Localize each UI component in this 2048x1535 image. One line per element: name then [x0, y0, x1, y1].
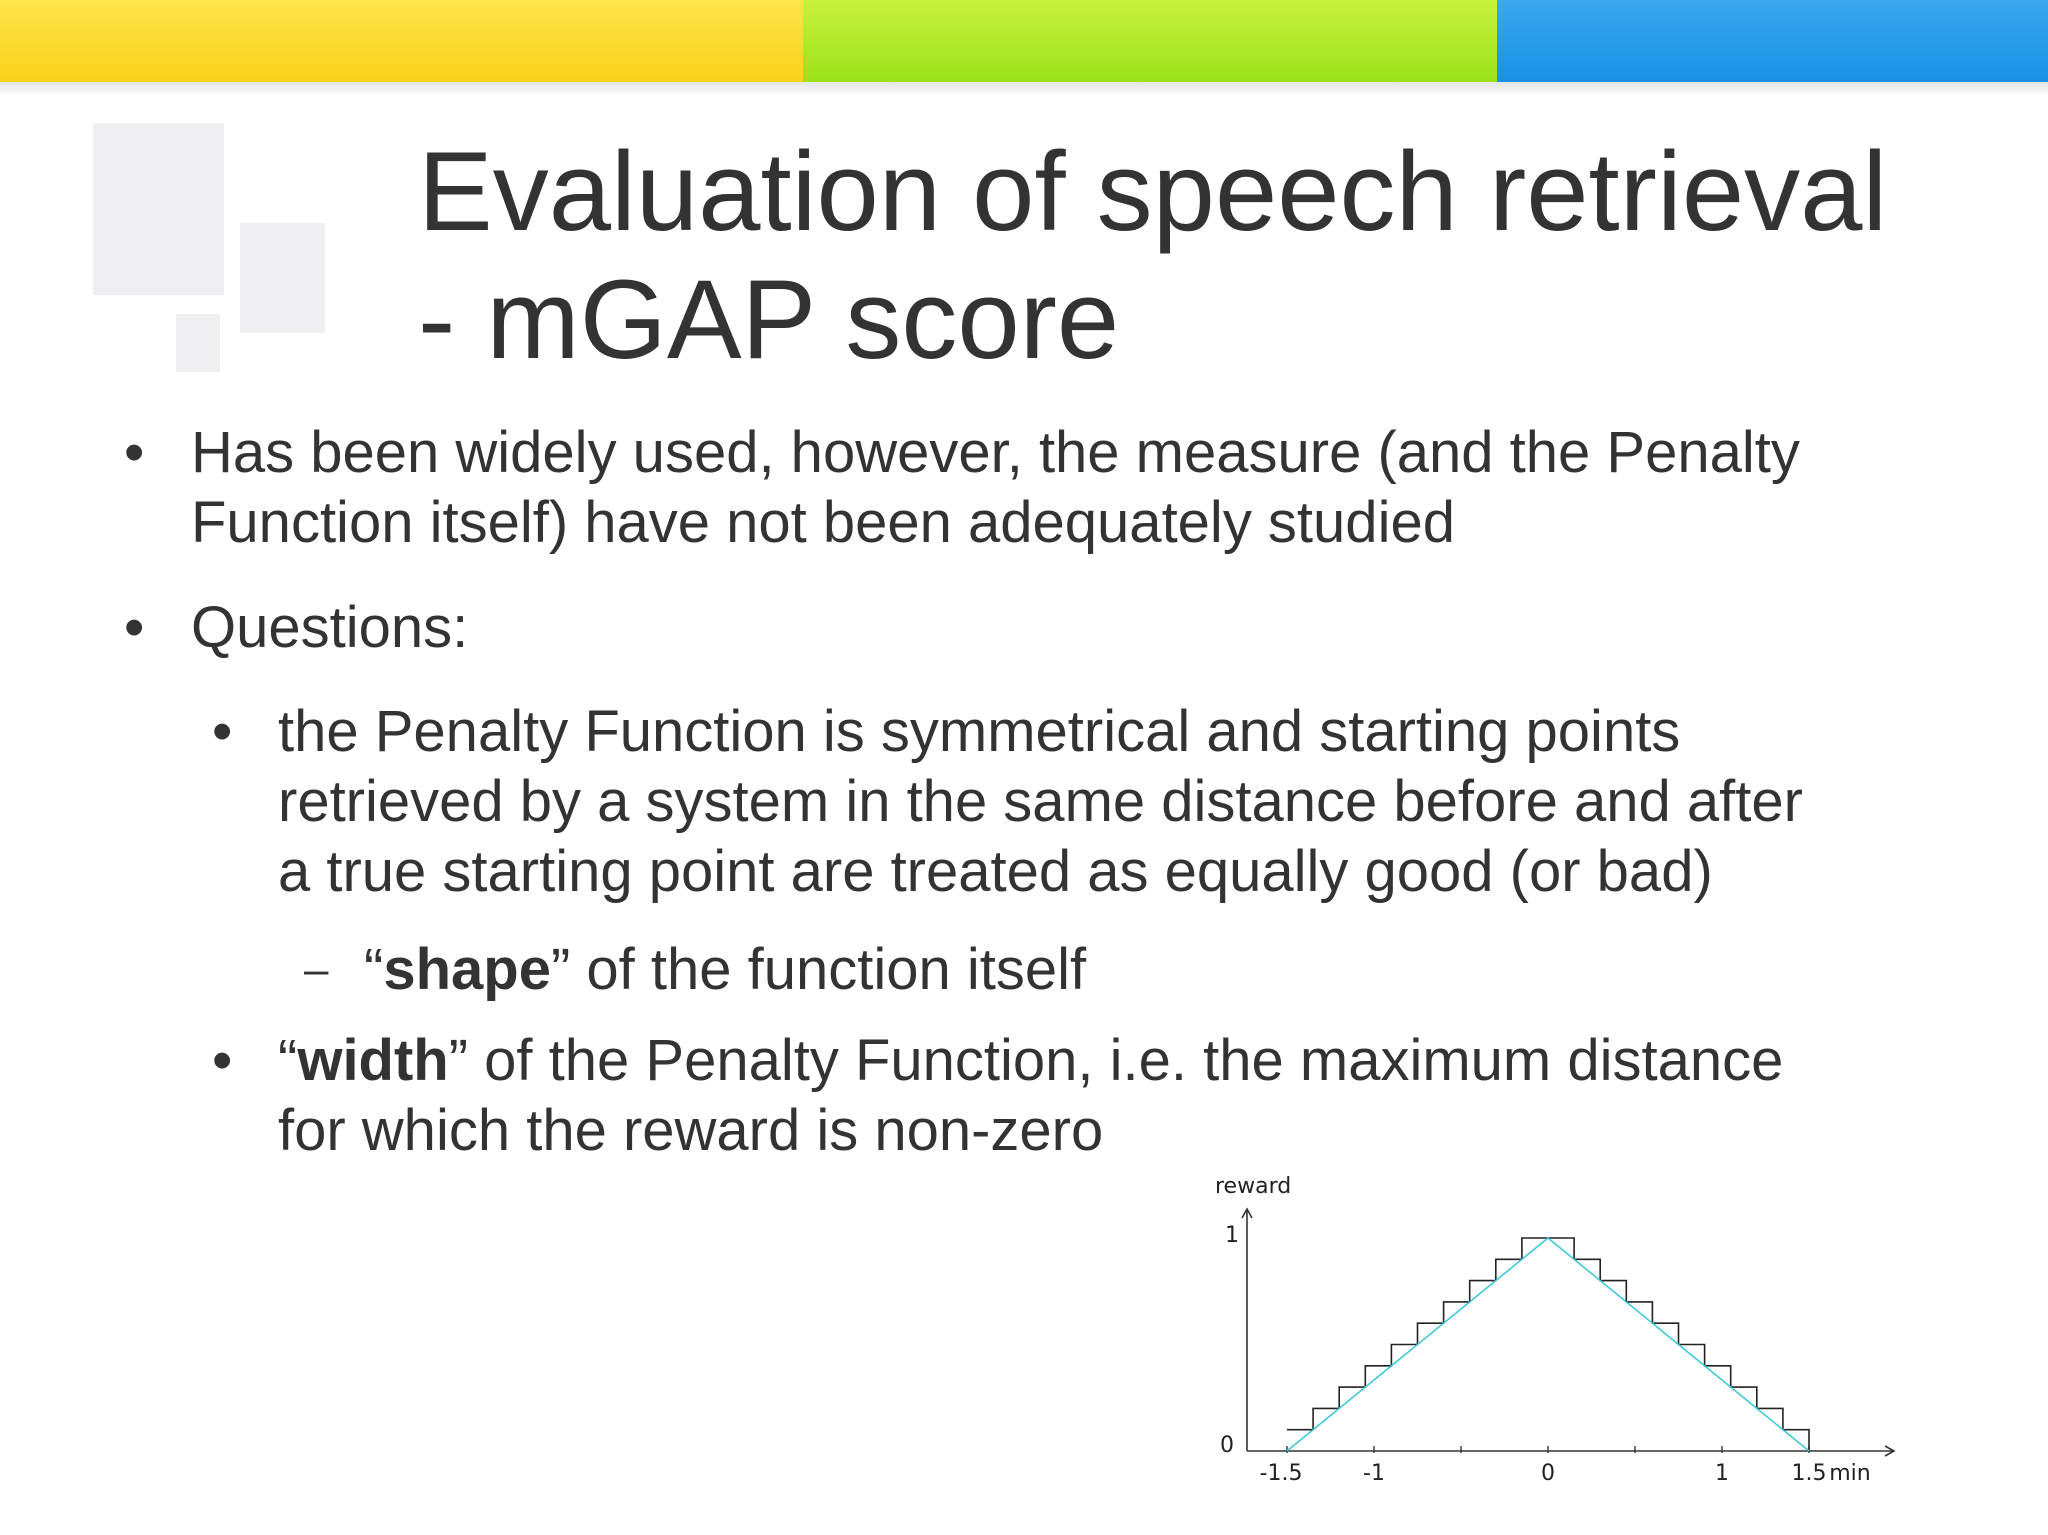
penalty-function-svg: reward 1 0 -1.5 -1 0 1 1.5 min [1215, 1174, 1896, 1486]
dash-item-line: “shape” of the function itself [364, 935, 2004, 1005]
sub-bullet-marker: • [212, 699, 233, 764]
x-tick-label: -1 [1363, 1461, 1385, 1486]
header-band-blue [1497, 0, 2048, 82]
shape-term: shape [383, 937, 551, 1002]
x-tick-label: 1 [1715, 1461, 1729, 1486]
bullet-marker: • [124, 595, 145, 660]
bullet-item: • Questions: [124, 593, 2004, 663]
y-axis-arrow [1241, 1207, 1253, 1219]
x-tick-label: 0 [1541, 1461, 1555, 1486]
dash-marker: – [304, 945, 329, 994]
sub-bullet-line: for which the reward is non-zero [278, 1098, 1104, 1163]
bullet-marker: • [124, 420, 145, 485]
header-color-band [0, 0, 2048, 82]
decorative-square-medium [240, 223, 325, 333]
sub-bullet-text: “width” of the Penalty Function, i.e. th… [278, 1026, 2012, 1166]
sub-bullet-line: retrieved by a system in the same distan… [278, 769, 1803, 834]
dash-item-rest: ” of the function itself [550, 937, 1087, 1002]
bullet-text: Questions: [191, 593, 2004, 663]
penalty-function-chart: reward 1 0 -1.5 -1 0 1 1.5 min [1195, 1160, 1915, 1500]
header-band-green [803, 0, 1497, 82]
bullet-line: Function itself) have not been adequatel… [191, 490, 1455, 555]
sub-bullet-line: the Penalty Function is symmetrical and … [278, 699, 1681, 764]
dash-item-text: “shape” of the function itself [364, 935, 2004, 1005]
open-quote: “ [278, 1028, 298, 1093]
y-tick-label: 0 [1220, 1433, 1234, 1458]
bullet-line: Questions: [191, 595, 469, 660]
y-axis-label: reward [1215, 1174, 1291, 1199]
sub-bullet-line: “width” of the Penalty Function, i.e. th… [278, 1026, 2012, 1096]
bullet-text: Has been widely used, however, the measu… [191, 418, 2004, 558]
slide-title: Evaluation of speech retrieval - mGAP sc… [418, 128, 1998, 384]
header-band-yellow [0, 0, 803, 82]
x-axis-arrow [1884, 1445, 1896, 1457]
slide-title-line-2: - mGAP score [418, 257, 1120, 382]
sub-bullet-item: • the Penalty Function is symmetrical an… [212, 697, 2012, 907]
x-axis-label: min [1829, 1461, 1871, 1486]
series-step-line [1287, 1237, 1810, 1451]
decorative-square-small [176, 314, 220, 372]
sub-bullet-text: the Penalty Function is symmetrical and … [278, 697, 2012, 907]
header-band-shadow [0, 82, 2048, 96]
slide-title-line-1: Evaluation of speech retrieval [418, 129, 1888, 254]
sub-bullet-rest: ” of the Penalty Function, i.e. the maxi… [448, 1028, 1784, 1093]
y-tick-label: 1 [1225, 1223, 1239, 1248]
bullet-line: Has been widely used, however, the measu… [191, 420, 1800, 485]
bullet-item: • Has been widely used, however, the mea… [124, 418, 2004, 558]
series-linear-line [1286, 1236, 1810, 1452]
sub-bullet-line: a true starting point are treated as equ… [278, 839, 1713, 904]
sub-bullet-item: • “width” of the Penalty Function, i.e. … [212, 1026, 2012, 1166]
x-tick-label: 1.5 [1792, 1461, 1827, 1486]
dash-item: – “shape” of the function itself [304, 935, 2004, 1005]
x-tick-label: -1.5 [1260, 1461, 1303, 1486]
sub-bullet-marker: • [212, 1028, 233, 1093]
open-quote: “ [364, 937, 384, 1002]
width-term: width [297, 1028, 449, 1093]
decorative-square-large [93, 123, 224, 295]
